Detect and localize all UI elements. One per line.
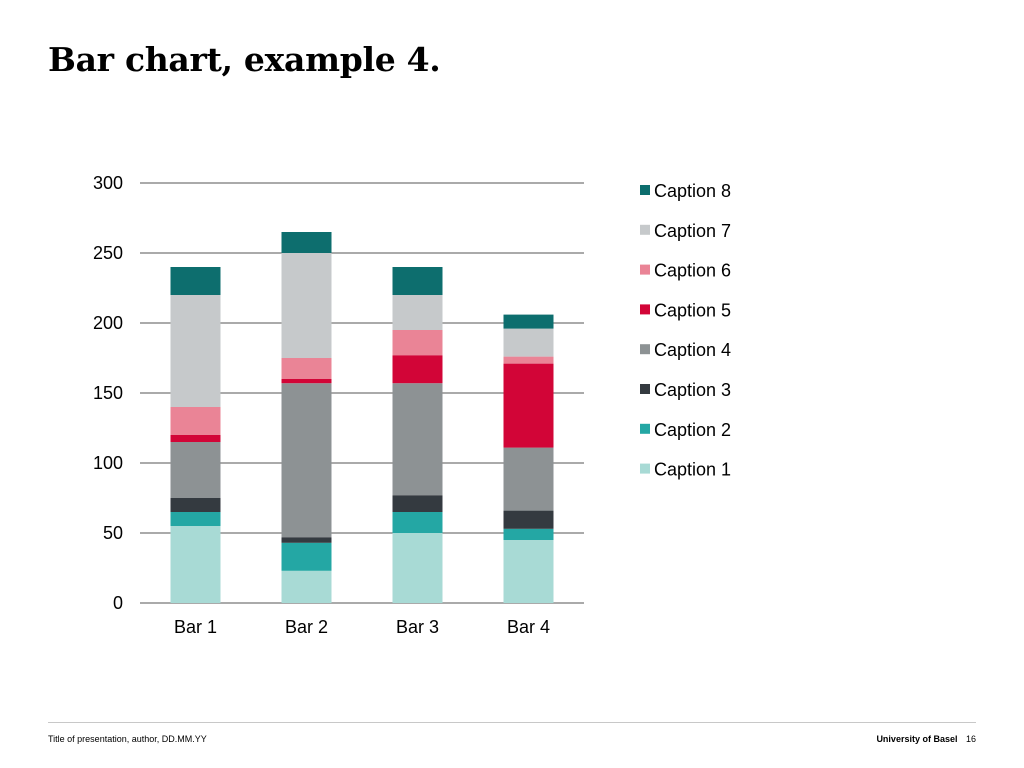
bar-segment: [281, 379, 332, 384]
bar-segment: [170, 407, 221, 435]
bar-segment: [170, 442, 221, 498]
bar-segment: [281, 542, 332, 571]
bar-segment: [392, 383, 443, 496]
y-tick-label: 0: [113, 593, 123, 613]
legend-label: Caption 1: [654, 460, 731, 480]
bar-segment: [281, 383, 332, 538]
bar-segment: [170, 295, 221, 407]
y-tick-label: 150: [93, 383, 123, 403]
bar-segment: [392, 533, 443, 603]
legend-label: Caption 4: [654, 340, 731, 360]
legend-label: Caption 5: [654, 300, 731, 320]
legend-swatch: [640, 304, 650, 315]
y-tick-label: 300: [93, 173, 123, 193]
legend-swatch: [640, 224, 650, 235]
legend-swatch: [640, 185, 650, 195]
x-tick-label: Bar 2: [285, 617, 328, 637]
bar-segment: [392, 330, 443, 356]
bar-segment: [503, 314, 554, 329]
footer-right: University of Basel 16: [876, 734, 976, 744]
legend-swatch: [640, 423, 650, 434]
bar-segment: [392, 295, 443, 330]
legend-swatch: [640, 463, 650, 474]
bar-segment: [503, 363, 554, 448]
x-tick-label: Bar 1: [174, 617, 217, 637]
slide-title: Bar chart, example 4.: [48, 40, 441, 79]
y-tick-label: 100: [93, 453, 123, 473]
bar-segment: [281, 253, 332, 358]
bar-segment: [170, 498, 221, 512]
y-tick-label: 200: [93, 313, 123, 333]
bar-segment: [392, 495, 443, 512]
footer-presentation-info: Title of presentation, author, DD.MM.YY: [48, 734, 207, 744]
bar-segment: [503, 328, 554, 357]
bar-segment: [170, 435, 221, 442]
legend-label: Caption 3: [654, 380, 731, 400]
bar-segment: [281, 232, 332, 253]
legend-label: Caption 8: [654, 181, 731, 201]
bar-segment: [392, 355, 443, 384]
bar-segment: [281, 358, 332, 379]
legend-label: Caption 6: [654, 261, 731, 281]
page-number: 16: [965, 734, 976, 744]
bar-segment: [170, 526, 221, 603]
bar-segment: [503, 356, 554, 364]
bar-segment: [281, 570, 332, 603]
bar-segment: [281, 537, 332, 543]
legend-swatch: [640, 264, 650, 275]
y-tick-label: 50: [103, 523, 123, 543]
bar-segment: [503, 510, 554, 529]
legend-label: Caption 7: [654, 221, 731, 241]
y-tick-label: 250: [93, 243, 123, 263]
bar-segment: [503, 540, 554, 603]
bar-segment: [170, 267, 221, 295]
bar-segment: [392, 267, 443, 295]
x-tick-label: Bar 3: [396, 617, 439, 637]
legend-swatch: [640, 344, 650, 355]
bar-segment: [392, 512, 443, 533]
footer-divider: [48, 722, 976, 723]
legend-label: Caption 2: [654, 420, 731, 440]
bar-segment: [170, 512, 221, 526]
footer-organization: University of Basel: [876, 734, 958, 744]
bar-segment: [503, 528, 554, 540]
x-tick-label: Bar 4: [507, 617, 550, 637]
bar-segment: [503, 447, 554, 511]
legend-swatch: [640, 384, 650, 394]
